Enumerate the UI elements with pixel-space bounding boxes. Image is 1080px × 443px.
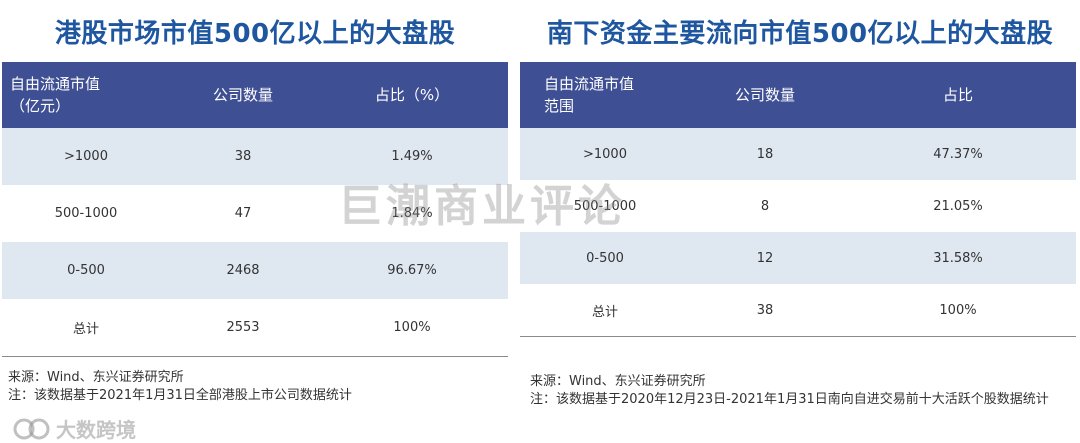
table-cell: 100%: [840, 284, 1076, 337]
table-cell: 2553: [170, 299, 316, 357]
left-table: 自由流通市值 （亿元） 公司数量 占比（%） >1000 38 1.49% 50…: [2, 62, 508, 357]
table-cell: 38: [690, 284, 840, 337]
table-cell: 1.84%: [391, 206, 433, 221]
table-cell: 47.37%: [840, 128, 1076, 180]
left-source: 来源：Wind、东兴证券研究所: [8, 370, 184, 385]
table-cell: 1.49%: [316, 128, 508, 185]
table-cell: 0-500: [2, 242, 170, 299]
right-notes: 来源：Wind、东兴证券研究所 注：该数据基于2020年12月23日-2021年…: [530, 373, 1080, 409]
table-cell: 47: [234, 206, 252, 221]
table-cell: 100%: [316, 299, 508, 357]
table-cell: 12: [690, 232, 840, 284]
left-panel: 港股市场市值500亿以上的大盘股 自由流通市值 （亿元） 公司数量 占比（%） …: [0, 0, 510, 403]
left-notes: 来源：Wind、东兴证券研究所 注：该数据基于2021年1月31日全部港股上市公…: [8, 369, 352, 405]
left-header-cap: 自由流通市值 （亿元）: [2, 62, 170, 128]
right-table-header: 自由流通市值 范围 公司数量 占比: [520, 62, 1076, 128]
brand-icon: [13, 418, 50, 439]
table-cell: 96.67%: [316, 242, 508, 299]
brand-name: 大数跨境: [56, 418, 136, 442]
table-cell: 0-500: [520, 232, 690, 284]
table-row: >1000 38 1.49%: [2, 128, 508, 185]
left-note: 注：该数据基于2021年1月31日全部港股上市公司数据统计: [8, 388, 352, 403]
brand-logo: 大数跨境: [12, 414, 136, 443]
right-note: 注：该数据基于2020年12月23日-2021年1月31日南向自进交易前十大活跃…: [530, 392, 1049, 407]
right-header-cap-line2: 范围: [544, 97, 575, 115]
left-title: 港股市场市值500亿以上的大盘股: [54, 18, 456, 49]
left-header-cap-line2: （亿元）: [10, 97, 71, 115]
right-header-ratio: 占比: [840, 62, 1076, 128]
table-cell: 500-1000: [573, 198, 637, 214]
left-header-cap-line1: 自由流通市值: [10, 75, 101, 93]
table-cell: 21.05%: [933, 198, 983, 214]
table-row: 0-500 12 31.58%: [520, 232, 1076, 284]
table-cell: 500-1000: [54, 206, 118, 221]
right-source: 来源：Wind、东兴证券研究所: [530, 374, 706, 389]
table-cell: 31.58%: [840, 232, 1076, 284]
table-row: 500-1000 47 1.84%: [2, 185, 508, 242]
table-cell: 总计: [2, 299, 170, 357]
right-header-count: 公司数量: [690, 62, 840, 128]
table-cell: 8: [760, 198, 770, 214]
right-panel: 南下资金主要流向市值500亿以上的大盘股 自由流通市值 范围 公司数量 占比 >…: [520, 0, 1080, 407]
left-header-ratio: 占比（%）: [316, 62, 508, 128]
left-table-header: 自由流通市值 （亿元） 公司数量 占比（%）: [2, 62, 508, 128]
left-header-count: 公司数量: [170, 62, 316, 128]
table-row: >1000 18 47.37%: [520, 128, 1076, 180]
table-cell: >1000: [520, 128, 690, 180]
table-row: 总计 2553 100%: [2, 299, 508, 357]
table-row: 500-1000 8 21.05%: [520, 180, 1076, 232]
table-cell: 总计: [520, 284, 690, 337]
table-row: 0-500 2468 96.67%: [2, 242, 508, 299]
table-cell: 2468: [170, 242, 316, 299]
right-header-cap-line1: 自由流通市值: [544, 75, 635, 93]
right-title: 南下资金主要流向市值500亿以上的大盘股: [546, 18, 1054, 49]
table-cell: 18: [690, 128, 840, 180]
right-header-cap: 自由流通市值 范围: [520, 62, 690, 128]
table-cell: 38: [170, 128, 316, 185]
table-row: 总计 38 100%: [520, 284, 1076, 337]
table-cell: >1000: [2, 128, 170, 185]
right-table: 自由流通市值 范围 公司数量 占比 >1000 18 47.37% 500-10…: [520, 62, 1076, 337]
